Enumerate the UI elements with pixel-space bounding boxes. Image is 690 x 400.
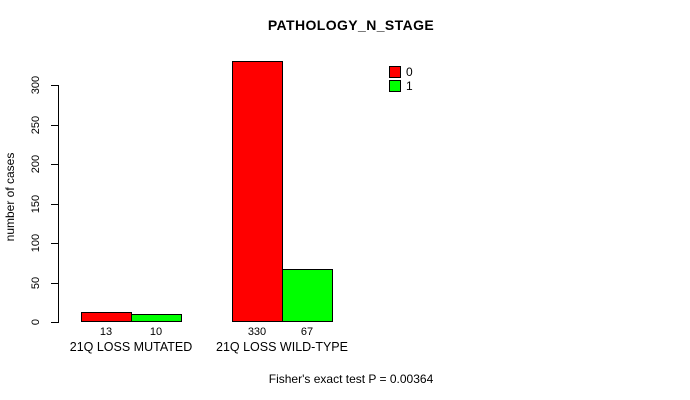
y-tick-label: 200	[30, 154, 42, 174]
y-tick-label: 50	[30, 276, 42, 289]
bar-1-group0	[131, 314, 182, 322]
legend: 0 1	[389, 65, 413, 93]
category-label: 21Q LOSS MUTATED	[69, 340, 193, 354]
bar-0-group1	[232, 61, 283, 322]
y-axis-line	[58, 85, 59, 323]
annotation-text: Fisher's exact test P = 0.00364	[268, 372, 434, 386]
y-tick	[51, 164, 58, 165]
chart-title: PATHOLOGY_N_STAGE	[267, 17, 435, 33]
category-label: 21Q LOSS WILD-TYPE	[216, 340, 348, 354]
y-tick	[51, 85, 58, 86]
y-tick	[51, 243, 58, 244]
legend-swatch-green	[389, 80, 401, 92]
y-tick-label: 0	[30, 318, 42, 326]
y-tick	[51, 322, 58, 323]
legend-label: 0	[406, 64, 413, 79]
y-tick-label: 150	[30, 194, 42, 213]
y-tick	[51, 124, 58, 126]
bar-1-group1	[282, 269, 333, 322]
legend-item: 1	[389, 79, 413, 93]
y-tick-label: 100	[30, 233, 42, 253]
legend-swatch-red	[389, 66, 401, 78]
bar-value-label: 330	[247, 326, 267, 338]
y-tick-label: 300	[30, 75, 42, 95]
bar-value-label: 13	[99, 326, 113, 338]
legend-label: 1	[406, 78, 413, 93]
bar-0-group0	[81, 312, 132, 322]
y-tick-label: 250	[30, 115, 42, 134]
bar-value-label: 67	[300, 326, 314, 338]
y-axis-label: number of cases	[3, 152, 17, 242]
bar-value-label: 10	[149, 326, 163, 338]
y-tick	[51, 203, 58, 205]
y-tick	[51, 282, 58, 284]
legend-item: 0	[389, 65, 413, 79]
